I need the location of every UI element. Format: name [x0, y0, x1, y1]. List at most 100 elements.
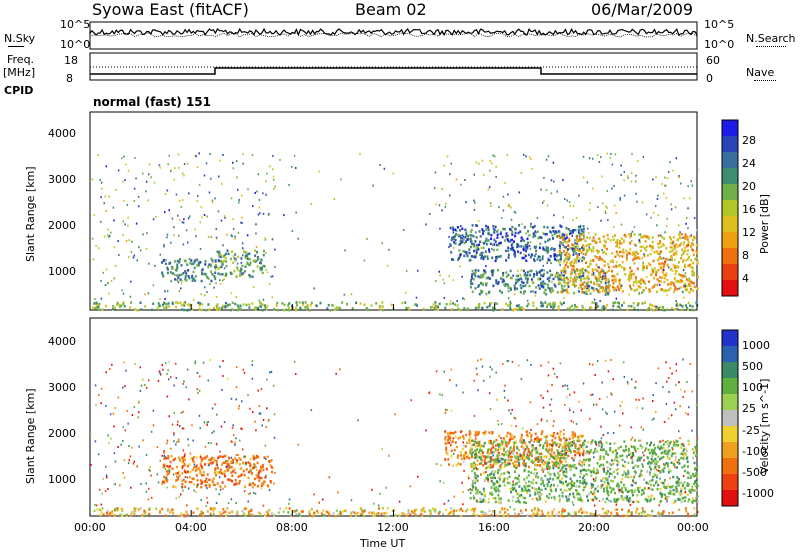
heatmap-cell	[320, 512, 323, 515]
heatmap-cell	[682, 243, 685, 246]
heatmap-cell	[473, 461, 476, 465]
heatmap-cell	[569, 441, 571, 445]
heatmap-cell	[551, 287, 553, 290]
heatmap-cell	[247, 252, 250, 256]
heatmap-cell	[511, 360, 514, 363]
heatmap-cell	[589, 458, 591, 461]
heatmap-cell	[669, 440, 672, 444]
heatmap-cell	[682, 483, 685, 486]
heatmap-cell	[464, 453, 467, 456]
heatmap-cell	[588, 246, 591, 249]
heatmap-cell	[643, 234, 646, 238]
heatmap-cell	[105, 268, 108, 271]
heatmap-cell	[509, 286, 512, 290]
heatmap-cell	[557, 307, 560, 311]
heatmap-cell	[546, 482, 549, 485]
heatmap-cell	[507, 297, 510, 300]
heatmap-cell	[287, 307, 290, 310]
heatmap-cell	[322, 498, 324, 501]
heatmap-cell	[654, 457, 657, 461]
heatmap-cell	[627, 251, 630, 254]
heatmap-cell	[629, 236, 632, 239]
heatmap-cell	[108, 292, 110, 295]
heatmap-cell	[100, 280, 102, 282]
heatmap-cell	[553, 283, 556, 286]
heatmap-cell	[657, 252, 659, 255]
heatmap-cell	[527, 448, 530, 451]
heatmap-cell	[553, 305, 556, 308]
heatmap-cell	[623, 194, 626, 197]
heatmap-cell	[483, 301, 486, 305]
heatmap-cell	[166, 233, 169, 236]
heatmap-cell	[168, 305, 170, 308]
heatmap-cell	[527, 488, 530, 492]
heatmap-cell	[450, 162, 452, 165]
heatmap-cell	[475, 488, 478, 491]
heatmap-cell	[628, 252, 631, 255]
heatmap-cell	[575, 511, 577, 514]
heatmap-cell	[604, 240, 607, 244]
heatmap-cell	[667, 484, 669, 488]
heatmap-cell	[184, 301, 187, 304]
heatmap-cell	[648, 514, 650, 517]
heatmap-cell	[185, 271, 188, 275]
heatmap-cell	[692, 489, 695, 492]
heatmap-cell	[262, 253, 265, 257]
heatmap-cell	[686, 381, 688, 383]
heatmap-cell	[617, 468, 619, 471]
heatmap-cell	[461, 240, 464, 243]
heatmap-cell	[480, 274, 483, 277]
heatmap-cell	[183, 259, 186, 262]
heatmap-cell	[519, 453, 521, 456]
heatmap-cell	[255, 246, 258, 249]
heatmap-cell	[579, 248, 581, 250]
heatmap-cell	[633, 257, 636, 260]
heatmap-cell	[530, 452, 533, 456]
heatmap-cell	[626, 495, 629, 498]
heatmap-cell	[147, 199, 149, 202]
heatmap-cell	[573, 265, 576, 268]
heatmap-cell	[430, 306, 432, 309]
heatmap-cell	[459, 239, 462, 243]
heatmap-cell	[200, 486, 203, 489]
heatmap-cell	[249, 457, 252, 461]
heatmap-cell	[574, 228, 577, 232]
heatmap-cell	[613, 450, 616, 453]
heatmap-cell	[472, 443, 475, 446]
heatmap-cell	[409, 485, 412, 488]
heatmap-cell	[552, 237, 554, 240]
heatmap-cell	[200, 206, 202, 209]
heatmap-cell	[259, 513, 262, 516]
heatmap-cell	[205, 504, 208, 507]
heatmap-cell	[635, 471, 637, 474]
heatmap-cell	[673, 493, 676, 496]
heatmap-cell	[648, 280, 651, 283]
heatmap-cell	[527, 302, 530, 306]
heatmap-cell	[628, 273, 631, 277]
nsearch-legend-line	[756, 46, 786, 47]
heatmap-cell	[475, 247, 477, 249]
heatmap-cell	[666, 455, 669, 458]
heatmap-cell	[546, 251, 549, 254]
heatmap-cell	[502, 449, 505, 452]
heatmap-cell	[130, 280, 132, 283]
heatmap-cell	[553, 180, 555, 183]
heatmap-cell	[496, 398, 498, 401]
heatmap-cell	[565, 282, 568, 285]
heatmap-cell	[571, 304, 573, 308]
heatmap-cell	[548, 466, 551, 469]
heatmap-cell	[138, 205, 140, 208]
heatmap-cell	[526, 245, 529, 249]
heatmap-cell	[645, 249, 648, 252]
heatmap-cell	[308, 511, 311, 514]
heatmap-cell	[198, 183, 201, 186]
heatmap-cell	[186, 476, 189, 479]
heatmap-cell	[549, 231, 552, 234]
heatmap-cell	[468, 430, 471, 433]
heatmap-cell	[414, 513, 417, 517]
heatmap-cell	[530, 253, 533, 256]
heatmap-cell	[474, 255, 477, 259]
heatmap-cell	[494, 476, 496, 480]
heatmap-cell	[672, 281, 675, 285]
